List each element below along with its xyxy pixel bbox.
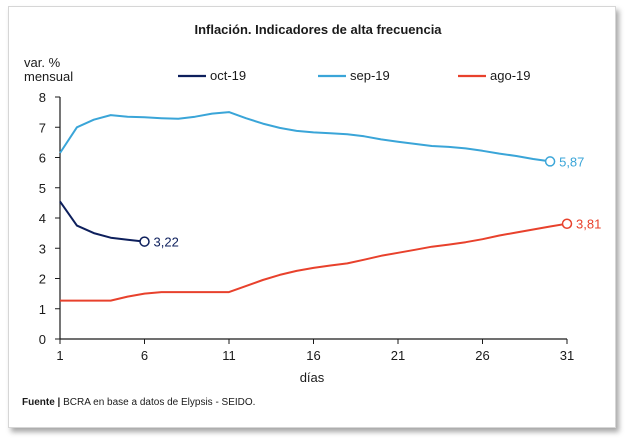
- source-text: BCRA en base a datos de Elypsis - SEIDO.: [60, 397, 255, 408]
- x-tick-label: 26: [475, 348, 489, 363]
- y-tick-label: 4: [39, 211, 46, 226]
- end-marker-oct-19: [139, 236, 150, 247]
- chart-frame: [8, 6, 616, 428]
- series-layer: [59, 111, 573, 302]
- legend-label-sep-19: sep-19: [350, 68, 390, 83]
- x-tick-label: 11: [222, 348, 236, 363]
- series-line-sep-19: [59, 111, 551, 163]
- x-tick-label: 1: [56, 348, 63, 363]
- y-tick-label: 0: [39, 332, 46, 347]
- end-label-oct-19: 3,22: [154, 235, 179, 250]
- end-label-ago-19: 3,81: [576, 217, 601, 232]
- legend: oct-19 sep-19 ago-19: [178, 68, 530, 83]
- series-line-oct-19: [59, 200, 145, 243]
- y-tick-label: 1: [39, 302, 46, 317]
- end-marker-ago-19: [561, 218, 573, 229]
- y-tick-label: 5: [39, 181, 46, 196]
- x-tick-label: 31: [560, 348, 574, 363]
- source-label: Fuente |: [22, 397, 61, 408]
- x-tick-label: 16: [306, 348, 320, 363]
- x-tick-label: 6: [141, 348, 148, 363]
- end-labels: 3,22 5,87 3,81: [154, 154, 602, 249]
- chart-title: Inflación. Indicadores de alta frecuenci…: [194, 22, 442, 37]
- x-tick-label: 21: [391, 348, 405, 363]
- y-tick-label: 8: [39, 90, 46, 105]
- series-line-ago-19: [60, 222, 568, 302]
- source-note: Fuente | BCRA en base a datos de Elypsis…: [22, 397, 255, 408]
- end-label-sep-19: 5,87: [559, 154, 584, 169]
- y-tick-label: 2: [39, 272, 46, 287]
- y-axis-label-line1: var. %: [24, 55, 61, 70]
- x-axis-label: días: [300, 370, 325, 385]
- legend-label-oct-19: oct-19: [210, 68, 246, 83]
- y-tick-label: 7: [39, 120, 46, 135]
- y-tick-label: 6: [39, 151, 46, 166]
- y-tick-label: 3: [39, 241, 46, 256]
- end-marker-sep-19: [544, 156, 556, 167]
- legend-label-ago-19: ago-19: [490, 68, 530, 83]
- y-axis-label-line2: mensual: [24, 69, 73, 84]
